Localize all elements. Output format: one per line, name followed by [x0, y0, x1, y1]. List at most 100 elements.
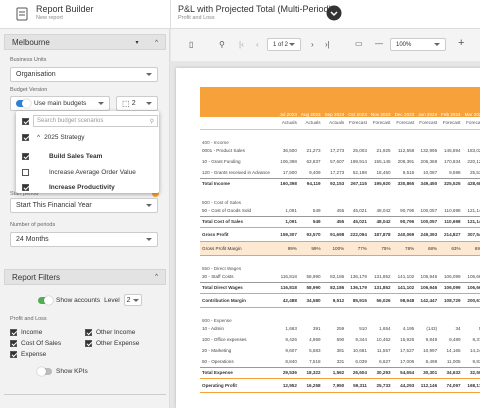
cell: 91,698 — [322, 226, 347, 242]
cell: 85,915 — [346, 292, 369, 308]
last-page[interactable]: ›| — [325, 40, 330, 49]
cell: 391 — [312, 326, 321, 331]
scenario-items: Build Sales Team Increase Average Order V… — [22, 149, 152, 196]
blank — [323, 129, 347, 145]
cell: 77% — [346, 241, 369, 256]
pl-checkbox[interactable] — [85, 340, 92, 347]
cell: 34,580 — [298, 292, 323, 308]
column-header: Jul 2023 — [277, 87, 299, 117]
prev-page[interactable]: ‹ — [256, 40, 259, 49]
blank — [323, 255, 347, 271]
show-kpis: Show KPIs — [37, 367, 88, 376]
start-period-select[interactable]: Start This Financial Year — [10, 198, 158, 213]
cell: 10,681 — [352, 348, 367, 353]
first-page[interactable]: |‹ — [239, 40, 244, 49]
pl-checkbox-label: Income — [21, 329, 43, 336]
report-row: Total Direct Wages 116,818 58,990 82,186 136… — [200, 281, 480, 293]
report-row: Total Income 160,398 94,119 92,153 267,115 19… — [200, 177, 480, 189]
search-icon[interactable]: ⚲ — [219, 40, 225, 49]
zoom-select[interactable]: 100% — [390, 38, 446, 51]
cell: 17,006 — [400, 358, 415, 364]
cell: 98,948 — [392, 292, 417, 308]
scenario-checkbox[interactable] — [22, 153, 29, 161]
report-title: P&L with Projected Total (Multi-Period) — [178, 4, 332, 14]
cell: 220,129 — [467, 159, 480, 164]
blank — [463, 189, 480, 205]
cell: 44,293 — [392, 377, 417, 393]
show-kpis-toggle[interactable] — [37, 367, 52, 376]
show-accounts-label: Show accounts — [56, 296, 101, 304]
cell: 187,878 — [368, 226, 393, 242]
cell: 68% — [416, 241, 440, 256]
page-icon[interactable]: ▭ — [355, 39, 363, 48]
business-units-label: Business Units — [10, 57, 47, 63]
page-input[interactable]: 1 of 2 — [267, 38, 301, 51]
start-period-label: Start period — [10, 191, 39, 197]
cell: 325,525 — [439, 177, 463, 189]
cell: 131,852 — [373, 273, 391, 279]
blank — [416, 255, 439, 271]
pl-checkbox[interactable] — [10, 329, 17, 336]
cell: 428,688 — [462, 177, 480, 189]
column-header: Oct 2023 — [346, 87, 369, 117]
scenario-select[interactable]: ⬚ 2 — [116, 96, 158, 111]
pl-checkbox[interactable] — [85, 329, 92, 336]
cell: 12,952 — [277, 377, 299, 393]
select-all[interactable] — [22, 117, 29, 125]
pl-checkbox-label: Other Income — [96, 329, 136, 336]
report-row: Total Cost of Sales 1,091 549 455 45,021 48,0… — [200, 215, 480, 227]
cell: 9,598 — [449, 169, 461, 175]
pl-checkbox[interactable] — [10, 340, 17, 347]
location-header[interactable]: Melbourne ▾ ^ — [4, 34, 166, 50]
next-page[interactable]: › — [311, 40, 314, 49]
periods-select[interactable]: 24 Months — [10, 232, 158, 247]
business-units-select[interactable]: Organisation — [10, 67, 158, 82]
row-label: 30 - Staff Costs — [202, 273, 234, 279]
cell: 50 — [463, 323, 480, 334]
cell: 7,518 — [309, 358, 321, 364]
cell: 78% — [392, 241, 417, 256]
cell: 9,607 — [285, 348, 297, 353]
blank — [369, 129, 393, 145]
cell: 32,502 — [462, 366, 480, 378]
report-row: 600 - Expense — [200, 307, 480, 323]
cell: 116,818 — [280, 273, 297, 279]
report-row: Gross Profit Margin 99% 99% 100% 77% 75% 78% 68… — [200, 241, 480, 256]
show-accounts-toggle[interactable] — [38, 295, 53, 305]
blank — [369, 189, 393, 205]
cell: 10,997 — [423, 348, 438, 353]
zoom-in[interactable]: + — [458, 37, 465, 49]
scenario-checkbox[interactable] — [22, 168, 29, 176]
divider — [170, 0, 171, 29]
filters-header[interactable]: Report Filters ^ — [4, 269, 166, 285]
blank — [463, 129, 480, 145]
column-type: Forecast — [416, 117, 440, 130]
row-label: 400 - Income — [202, 140, 229, 145]
row-label: Total Direct Wages — [200, 281, 278, 293]
report-switch[interactable] — [326, 5, 342, 21]
blank — [299, 255, 323, 271]
main-budgets-toggle[interactable] — [16, 99, 31, 108]
blank — [323, 189, 347, 205]
group-checkbox[interactable] — [22, 134, 29, 141]
level-select[interactable]: 2 — [123, 294, 142, 306]
periods-label: Number of periods — [10, 222, 56, 228]
cell: 259 — [336, 326, 345, 331]
cell: 121,148 — [467, 207, 480, 213]
cell: 21,273 — [306, 148, 321, 153]
cell: 45,021 — [346, 215, 369, 227]
cell: (143) — [426, 326, 438, 331]
report-row: 10 - Grant Funding 106,398 63,837 57,607 189… — [200, 156, 480, 167]
column-type: Actuals — [298, 117, 323, 130]
pl-checkbox-row: Other Expense — [85, 340, 160, 347]
sidebar-icon[interactable]: ▯ — [189, 40, 194, 49]
zoom-out[interactable]: — — [375, 39, 383, 48]
scenario-checkbox[interactable] — [22, 184, 29, 192]
search-box[interactable]: Search budget scenarios ⚲ — [33, 115, 158, 127]
row-label: Contribution Margin — [200, 292, 278, 308]
column-type: Actuals — [277, 117, 299, 130]
cell: 510 — [359, 326, 367, 331]
cell: 8,377 — [472, 337, 480, 342]
budget-select[interactable]: Use main budgets — [10, 96, 110, 111]
pl-checkbox[interactable] — [10, 351, 17, 358]
